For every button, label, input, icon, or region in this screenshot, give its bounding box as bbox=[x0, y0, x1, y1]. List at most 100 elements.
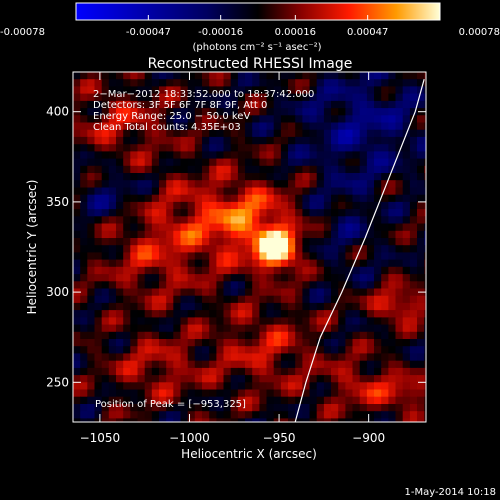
heatmap-cell bbox=[108, 418, 117, 422]
heatmap-cell bbox=[194, 100, 203, 109]
heatmap-cell bbox=[94, 100, 103, 109]
heatmap-cell bbox=[87, 115, 96, 124]
heatmap-cell bbox=[216, 324, 225, 333]
heatmap-cell bbox=[345, 252, 354, 261]
heatmap-cell bbox=[216, 375, 225, 383]
heatmap-cell bbox=[424, 151, 426, 160]
heatmap-cell bbox=[359, 245, 368, 254]
heatmap-cell bbox=[402, 100, 411, 109]
heatmap-cell bbox=[80, 295, 88, 304]
heatmap-cell bbox=[331, 259, 339, 268]
heatmap-cell bbox=[388, 259, 397, 268]
heatmap-cell bbox=[259, 86, 268, 95]
heatmap-cell bbox=[395, 136, 404, 145]
heatmap-cell bbox=[424, 245, 426, 254]
heatmap-cell bbox=[359, 310, 368, 318]
heatmap-cell bbox=[252, 317, 260, 326]
heatmap-cell bbox=[237, 324, 246, 333]
heatmap-cell bbox=[331, 382, 339, 391]
heatmap-cell bbox=[87, 158, 96, 167]
heatmap-cell bbox=[180, 360, 189, 369]
heatmap-cell bbox=[273, 288, 282, 297]
heatmap-cell bbox=[137, 108, 146, 116]
heatmap-cell bbox=[366, 281, 375, 290]
heatmap-cell bbox=[245, 360, 253, 369]
heatmap-cell bbox=[266, 252, 275, 261]
heatmap-cell bbox=[280, 353, 289, 362]
heatmap-cell bbox=[94, 209, 103, 217]
heatmap-cell bbox=[295, 122, 303, 131]
heatmap-cell bbox=[288, 165, 296, 174]
heatmap-cell bbox=[259, 375, 268, 383]
heatmap-cell bbox=[302, 426, 310, 434]
heatmap-cell bbox=[80, 353, 88, 362]
heatmap-cell bbox=[288, 72, 296, 80]
heatmap-cell bbox=[424, 274, 426, 282]
heatmap-cell bbox=[223, 317, 232, 326]
heatmap-cell bbox=[116, 108, 124, 116]
heatmap-cell bbox=[338, 180, 346, 189]
heatmap-cell bbox=[417, 216, 425, 225]
heatmap-cell bbox=[396, 426, 404, 434]
heatmap-cell bbox=[73, 418, 81, 422]
heatmap-cell bbox=[395, 288, 404, 297]
heatmap-cell bbox=[424, 281, 426, 290]
heatmap-cell bbox=[273, 238, 282, 246]
heatmap-cell bbox=[180, 367, 189, 376]
heatmap-cell bbox=[338, 129, 346, 138]
heatmap-cell bbox=[273, 324, 282, 333]
heatmap-cell bbox=[295, 266, 303, 275]
heatmap-cell bbox=[345, 310, 354, 318]
heatmap-cell bbox=[144, 339, 153, 347]
heatmap-cell bbox=[94, 382, 103, 391]
heatmap-cell bbox=[73, 404, 81, 412]
heatmap-cell bbox=[280, 245, 289, 254]
heatmap-cell bbox=[259, 209, 268, 217]
heatmap-cell bbox=[424, 360, 426, 369]
heatmap-cell bbox=[237, 288, 246, 297]
heatmap-cell bbox=[280, 274, 289, 282]
heatmap-cell bbox=[302, 274, 311, 282]
heatmap-cell bbox=[273, 180, 282, 189]
heatmap-cell bbox=[309, 129, 318, 138]
heatmap-cell bbox=[417, 165, 425, 174]
heatmap-cell bbox=[359, 201, 368, 210]
heatmap-cell bbox=[123, 310, 131, 318]
heatmap-cell bbox=[230, 151, 239, 160]
heatmap-cell bbox=[381, 216, 389, 225]
heatmap-cell bbox=[316, 180, 325, 189]
heatmap-cell bbox=[295, 100, 303, 109]
heatmap-cell bbox=[159, 274, 167, 282]
heatmap-cell bbox=[216, 317, 225, 326]
heatmap-cell bbox=[245, 375, 253, 383]
heatmap-cell bbox=[166, 158, 174, 167]
heatmap-cell bbox=[216, 151, 225, 160]
heatmap-cell bbox=[402, 252, 411, 261]
heatmap-cell bbox=[187, 223, 196, 232]
heatmap-cell bbox=[273, 122, 282, 131]
heatmap-cell bbox=[230, 86, 239, 95]
heatmap-cell bbox=[137, 238, 146, 246]
heatmap-cell bbox=[316, 129, 325, 138]
heatmap-cell bbox=[316, 302, 325, 311]
heatmap-cell bbox=[151, 367, 160, 376]
heatmap-cell bbox=[216, 382, 225, 391]
heatmap-cell bbox=[187, 194, 196, 203]
heatmap-cell bbox=[331, 165, 339, 174]
heatmap-cell bbox=[209, 194, 217, 203]
heatmap-cell bbox=[280, 382, 289, 391]
heatmap-cell bbox=[151, 79, 160, 88]
heatmap-cell bbox=[338, 404, 346, 412]
heatmap-cell bbox=[130, 331, 139, 340]
heatmap-cell bbox=[202, 404, 210, 412]
heatmap-cell bbox=[237, 122, 246, 131]
heatmap-cell bbox=[173, 187, 182, 196]
heatmap-cell bbox=[180, 339, 189, 347]
heatmap-cell bbox=[259, 194, 268, 203]
heatmap-cell bbox=[295, 93, 303, 102]
heatmap-cell bbox=[252, 79, 260, 88]
heatmap-cell bbox=[338, 201, 346, 210]
heatmap-cell bbox=[252, 180, 260, 189]
heatmap-cell bbox=[137, 404, 146, 412]
heatmap-cell bbox=[259, 115, 268, 124]
